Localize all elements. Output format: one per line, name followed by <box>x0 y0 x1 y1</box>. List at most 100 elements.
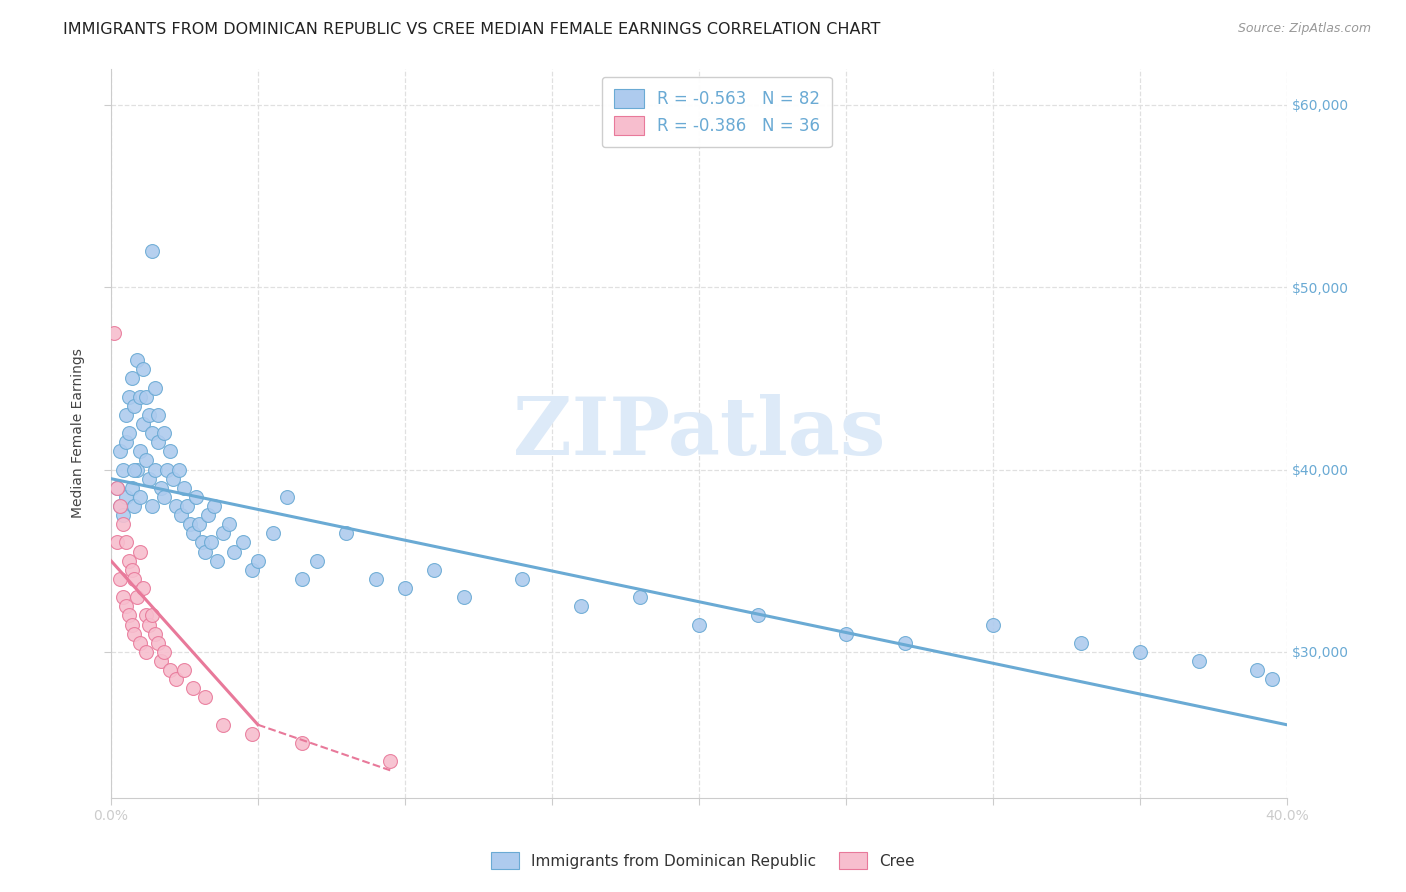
Point <box>202 499 225 513</box>
Point <box>165 672 187 686</box>
Point <box>211 526 233 541</box>
Point <box>141 499 163 513</box>
Point <box>153 426 176 441</box>
Point <box>111 462 134 476</box>
Point <box>135 608 157 623</box>
Point <box>173 481 195 495</box>
Point <box>167 462 190 476</box>
Point <box>1261 672 1284 686</box>
Point <box>211 718 233 732</box>
Point <box>170 508 193 522</box>
Point <box>129 544 152 558</box>
Point <box>305 554 328 568</box>
Point <box>224 544 246 558</box>
Point <box>105 481 128 495</box>
Legend: R = -0.563   N = 82, R = -0.386   N = 36: R = -0.563 N = 82, R = -0.386 N = 36 <box>602 77 832 147</box>
Point <box>111 517 134 532</box>
Point <box>143 380 166 394</box>
Point <box>835 626 858 640</box>
Point <box>423 563 446 577</box>
Point <box>129 490 152 504</box>
Point <box>114 490 136 504</box>
Point <box>114 435 136 450</box>
Point <box>108 572 131 586</box>
Point <box>194 544 217 558</box>
Point <box>121 371 143 385</box>
Point <box>191 535 214 549</box>
Point <box>262 526 284 541</box>
Point <box>156 462 179 476</box>
Point <box>159 663 181 677</box>
Point <box>246 554 269 568</box>
Text: IMMIGRANTS FROM DOMINICAN REPUBLIC VS CREE MEDIAN FEMALE EARNINGS CORRELATION CH: IMMIGRANTS FROM DOMINICAN REPUBLIC VS CR… <box>63 22 880 37</box>
Point <box>143 462 166 476</box>
Point <box>364 572 387 586</box>
Point <box>127 590 149 604</box>
Point <box>380 754 402 768</box>
Point <box>135 453 157 467</box>
Point <box>108 499 131 513</box>
Point <box>232 535 254 549</box>
Point <box>186 490 208 504</box>
Point <box>135 645 157 659</box>
Point <box>394 581 416 595</box>
Point <box>132 581 155 595</box>
Point <box>135 390 157 404</box>
Point <box>121 617 143 632</box>
Point <box>291 736 314 750</box>
Point <box>162 472 184 486</box>
Point <box>138 408 160 422</box>
Point <box>688 617 710 632</box>
Point <box>1129 645 1152 659</box>
Point <box>276 490 298 504</box>
Point <box>149 481 172 495</box>
Point <box>124 399 146 413</box>
Point <box>114 535 136 549</box>
Point <box>103 326 125 340</box>
Point <box>218 517 240 532</box>
Point <box>146 636 169 650</box>
Point <box>181 526 204 541</box>
Point <box>124 499 146 513</box>
Point <box>179 517 201 532</box>
Point <box>138 617 160 632</box>
Point <box>114 599 136 614</box>
Point <box>132 362 155 376</box>
Point <box>111 508 134 522</box>
Point <box>111 590 134 604</box>
Point <box>188 517 211 532</box>
Point <box>114 408 136 422</box>
Point <box>194 690 217 705</box>
Point <box>129 636 152 650</box>
Point <box>117 426 139 441</box>
Point <box>628 590 651 604</box>
Point <box>335 526 357 541</box>
Point <box>132 417 155 431</box>
Point <box>153 645 176 659</box>
Point <box>129 444 152 458</box>
Point <box>569 599 592 614</box>
Point <box>117 608 139 623</box>
Point <box>108 444 131 458</box>
Point <box>453 590 475 604</box>
Point <box>121 563 143 577</box>
Point <box>181 681 204 696</box>
Point <box>512 572 534 586</box>
Legend: Immigrants from Dominican Republic, Cree: Immigrants from Dominican Republic, Cree <box>485 846 921 875</box>
Point <box>117 554 139 568</box>
Point <box>981 617 1004 632</box>
Text: Source: ZipAtlas.com: Source: ZipAtlas.com <box>1237 22 1371 36</box>
Point <box>121 481 143 495</box>
Point <box>200 535 222 549</box>
Point <box>153 490 176 504</box>
Point <box>240 563 263 577</box>
Point <box>159 444 181 458</box>
Point <box>1070 636 1092 650</box>
Point <box>149 654 172 668</box>
Point <box>141 426 163 441</box>
Text: ZIPatlas: ZIPatlas <box>513 394 884 472</box>
Point <box>124 572 146 586</box>
Point <box>105 535 128 549</box>
Point <box>173 663 195 677</box>
Point <box>893 636 915 650</box>
